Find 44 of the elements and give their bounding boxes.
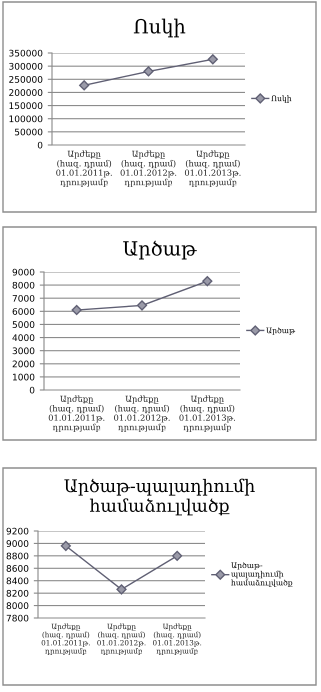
point	[79, 80, 90, 90]
x-tick-label: Արժեքը (հազ. դրամ) 01.01.2011թ. դրությամբ	[56, 150, 112, 187]
y-tick-label: 7800	[6, 614, 28, 622]
chart-title: Արծաթ	[123, 240, 197, 260]
y-tick-label: 7000	[12, 294, 34, 302]
x-tick-label: Արժեքը (հազ. դրամ) 01.01.2013թ. դրությամբ	[179, 396, 236, 432]
point	[208, 54, 218, 64]
point	[143, 66, 154, 77]
y-tick-label: 200000	[9, 89, 42, 96]
y-tick-label: 8800	[6, 552, 28, 560]
point	[172, 550, 182, 561]
x-tick-label: Արժեքը (հազ. դրամ) 01.01.2012թ. դրությամբ	[114, 396, 170, 432]
y-tick-label: 0	[38, 142, 42, 149]
y-tick-label: 1000	[12, 374, 34, 380]
y-tick-label: 5000	[12, 321, 34, 328]
y-tick-label: 3000	[12, 347, 34, 354]
y-tick-label: 9000	[12, 268, 34, 276]
y-tick-label: 8000	[12, 282, 34, 289]
y-tick-label: 100000	[10, 115, 42, 122]
y-tick-label: 350000	[9, 50, 42, 57]
point	[116, 584, 127, 595]
y-tick-label: 8600	[6, 565, 28, 572]
y-tick-label: 50000	[14, 128, 42, 136]
y-tick-label: 0	[30, 386, 34, 394]
chart-title: Ոսկի	[134, 18, 186, 38]
y-tick-label: 2000	[12, 360, 34, 368]
point	[72, 304, 82, 316]
y-tick-label: 8000	[6, 602, 28, 610]
y-tick-label: 9000	[6, 540, 28, 547]
y-tick-label: 6000	[12, 308, 34, 315]
chart-title: Արծաթ-պալադիումի համաձուլվածք	[64, 478, 255, 516]
y-tick-label: 8400	[6, 577, 28, 584]
y-tick-label: 8200	[6, 590, 28, 597]
x-tick-label: Արժեքը (հազ. դրամ) 01.01.2012թ. դրությամբ	[120, 150, 176, 187]
x-tick-label: Արժեքը (հազ. դրամ) 01.01.2013թ. դրությամբ	[184, 150, 241, 187]
point	[202, 276, 212, 286]
y-tick-label: 9200	[6, 528, 28, 535]
y-tick-label: 300000	[9, 62, 42, 70]
point	[136, 300, 148, 311]
y-tick-label: 4000	[12, 334, 34, 342]
point	[60, 540, 71, 552]
x-tick-label: Արժեքը (հազ. դրամ) 01.01.2011թ. դրությամբ	[48, 396, 104, 432]
y-tick-label: 250000	[9, 76, 42, 83]
y-tick-label: 150000	[10, 102, 42, 110]
